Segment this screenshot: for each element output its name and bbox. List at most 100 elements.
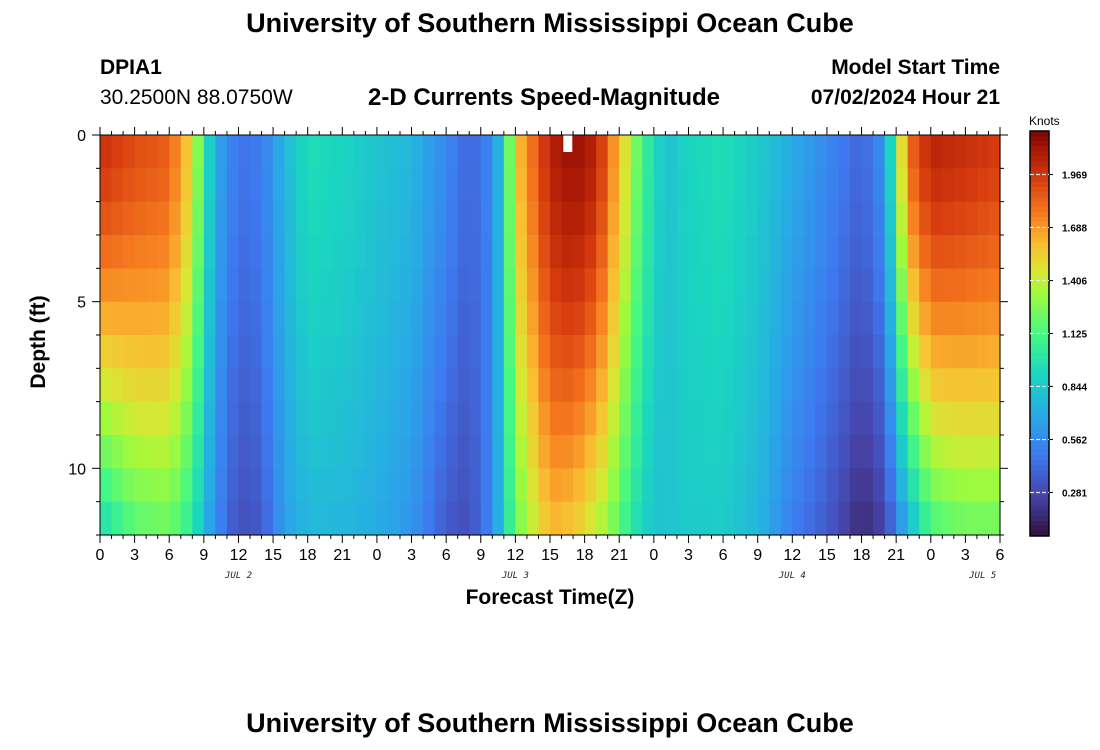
heatmap-cell — [930, 201, 943, 236]
heatmap-cell — [907, 268, 920, 303]
colorbar-segment — [1030, 424, 1049, 431]
heatmap-cell — [538, 501, 551, 536]
heatmap-cell — [446, 235, 459, 269]
heatmap-cell — [826, 135, 840, 169]
heatmap-cell — [630, 168, 643, 203]
heatmap-cell — [226, 368, 240, 403]
heatmap-cell — [250, 201, 263, 236]
colorbar-segment — [1030, 510, 1049, 517]
heatmap-cell — [388, 201, 401, 236]
x-tick-label: 3 — [684, 547, 693, 564]
heatmap-cell — [584, 201, 597, 236]
heatmap-cell — [734, 301, 747, 336]
heatmap-cell — [976, 368, 990, 403]
heatmap-cell — [884, 501, 897, 536]
heatmap-cell — [965, 501, 978, 536]
heatmap-cell — [157, 501, 170, 536]
heatmap-cell — [434, 468, 447, 503]
colorbar-segment — [1030, 176, 1049, 183]
heatmap-cell — [480, 401, 493, 436]
heatmap-cell — [769, 368, 782, 403]
y-axis: 0 5 10 — [68, 128, 1008, 536]
heatmap-cell — [803, 335, 816, 369]
colorbar-segment — [1030, 252, 1049, 259]
heatmap-cell — [976, 268, 990, 303]
heatmap-cell — [838, 301, 851, 336]
heatmap-cell — [607, 135, 620, 169]
heatmap-cell — [769, 501, 782, 536]
heatmap-cell — [469, 201, 482, 236]
heatmap-cell — [838, 501, 851, 536]
heatmap-cell — [296, 235, 309, 269]
heatmap-cell — [365, 301, 378, 336]
heatmap-cell — [619, 401, 632, 436]
heatmap-cell — [273, 301, 286, 336]
heatmap-cell — [953, 435, 966, 469]
heatmap-cell — [826, 268, 840, 303]
heatmap-cell — [526, 268, 540, 303]
heatmap-cell — [988, 435, 1001, 469]
heatmap-cell — [700, 435, 713, 469]
heatmap-cell — [169, 501, 182, 536]
heatmap-cell — [296, 268, 309, 303]
colorbar-segment — [1030, 358, 1049, 365]
heatmap-cell — [607, 401, 620, 436]
heatmap-cell — [988, 235, 1001, 269]
heatmap-cell — [250, 235, 263, 269]
heatmap-cell — [642, 435, 655, 469]
heatmap-cell — [734, 268, 747, 303]
heatmap-cell — [446, 268, 459, 303]
heatmap-cell — [307, 501, 320, 536]
heatmap-cell — [746, 201, 759, 236]
heatmap-cell — [676, 335, 690, 369]
x-tick-label: 0 — [372, 547, 381, 564]
heatmap-cell — [515, 368, 528, 403]
heatmap-cell — [457, 135, 470, 169]
heatmap-cell — [665, 335, 678, 369]
heatmap-cell — [538, 468, 551, 503]
colorbar-segment — [1030, 419, 1049, 426]
heatmap-cell — [434, 135, 447, 169]
x-tick-label: 0 — [926, 547, 935, 564]
colorbar-segment — [1030, 227, 1049, 233]
heatmap-cell — [238, 168, 251, 203]
heatmap-cell — [215, 135, 228, 169]
heatmap-cell — [584, 268, 597, 303]
heatmap-cell — [203, 401, 216, 436]
heatmap-cell — [469, 301, 482, 336]
heatmap-cell — [503, 501, 516, 536]
heatmap-cell — [780, 401, 793, 436]
heatmap-cell — [376, 235, 390, 269]
heatmap-cell — [896, 435, 909, 469]
heatmap-cell — [365, 368, 378, 403]
heatmap-cell — [330, 468, 343, 503]
heatmap-cell — [896, 168, 909, 203]
heatmap-cell — [492, 368, 505, 403]
colorbar-segment — [1030, 368, 1049, 375]
heatmap-cell — [988, 335, 1001, 369]
heatmap-cell — [953, 235, 966, 269]
heatmap-cell — [838, 335, 851, 369]
heatmap-cell — [792, 268, 805, 303]
heatmap-cell — [284, 468, 297, 503]
heatmap-cell — [503, 135, 516, 169]
heatmap-cell — [630, 135, 643, 169]
heatmap-cell — [561, 235, 574, 269]
heatmap-cell — [792, 435, 805, 469]
heatmap-cell — [861, 335, 874, 369]
heatmap-cell — [284, 235, 297, 269]
heatmap-cell — [988, 168, 1001, 203]
heatmap-cell — [492, 468, 505, 503]
colorbar-segment — [1030, 460, 1049, 466]
heatmap-cell — [711, 268, 724, 303]
heatmap-cell — [653, 268, 666, 303]
heatmap-cell — [792, 335, 805, 369]
colorbar-segment — [1030, 328, 1049, 334]
colorbar-segment — [1030, 298, 1049, 304]
heatmap-cell — [723, 135, 736, 169]
heatmap-cell — [226, 301, 240, 336]
heatmap-cell — [157, 335, 170, 369]
heatmap-cell — [388, 468, 401, 503]
heatmap-cell — [100, 201, 113, 236]
heatmap-cell — [376, 301, 390, 336]
